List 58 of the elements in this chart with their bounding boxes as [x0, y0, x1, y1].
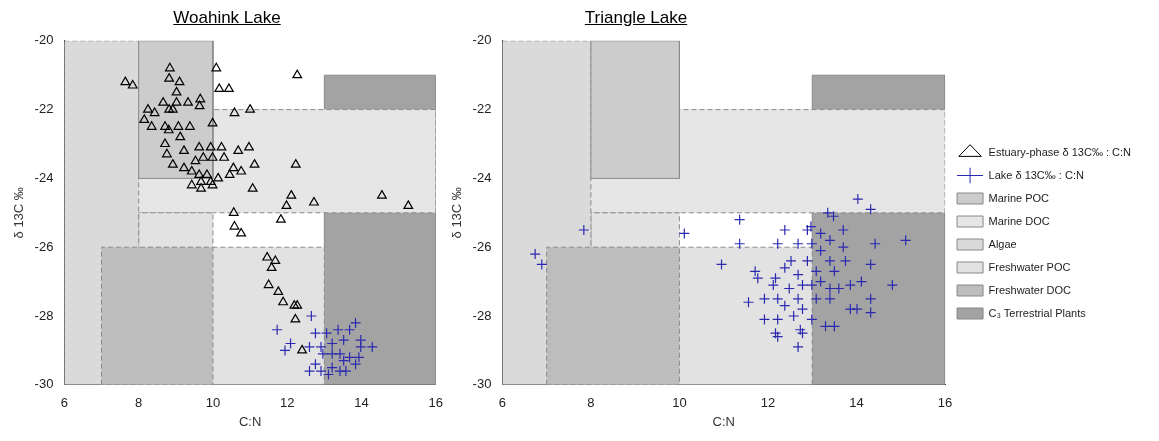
- x-tick-label: 8: [135, 395, 143, 411]
- point: [315, 341, 327, 353]
- y-tick-label: -20: [472, 32, 492, 48]
- legend-label: Algae: [988, 237, 1017, 250]
- y-tick-label: -20: [34, 32, 54, 48]
- y-tick-label: -26: [34, 238, 54, 254]
- point: [340, 365, 352, 377]
- x-tick-label: 14: [354, 395, 369, 411]
- point: [271, 324, 283, 336]
- y-tick-label: -22: [34, 101, 54, 117]
- point: [353, 351, 365, 363]
- y-tick-label: -28: [34, 307, 54, 323]
- y-tick-label: -22: [472, 101, 492, 117]
- point: [317, 348, 329, 360]
- x-tick-label: 12: [279, 395, 295, 411]
- point: [355, 341, 367, 353]
- y-axis-title: δ 13C ‰: [11, 187, 27, 239]
- x-tick-label: 14: [849, 395, 864, 411]
- point: [366, 341, 378, 353]
- legend-label: Freshwater DOC: [988, 283, 1072, 296]
- point: [279, 344, 291, 356]
- x-tick-label: 8: [587, 395, 595, 411]
- point: [303, 341, 316, 353]
- x-axis-title: C:N: [238, 413, 262, 429]
- y-tick-label: -30: [34, 376, 54, 392]
- y-tick-label: -26: [472, 238, 492, 254]
- point: [344, 324, 356, 336]
- chart-title: Triangle Lake: [583, 8, 689, 29]
- y-tick-label: -24: [472, 169, 492, 185]
- point: [303, 365, 316, 377]
- x-tick-label: 12: [760, 395, 776, 411]
- chart-title: Woahink Lake: [172, 8, 282, 29]
- y-tick-label: -24: [34, 169, 54, 185]
- y-axis-title: δ 13C ‰: [449, 187, 465, 239]
- y-tick-label: -30: [472, 376, 492, 392]
- point: [338, 334, 350, 346]
- legend-label: Marine DOC: [988, 214, 1050, 227]
- x-tick-label: 16: [937, 395, 953, 411]
- point: [284, 337, 297, 350]
- point: [326, 348, 338, 360]
- x-tick-label: 10: [672, 395, 687, 411]
- point: [305, 310, 317, 322]
- x-tick-label: 10: [205, 395, 221, 411]
- x-tick-label: 6: [60, 395, 69, 411]
- x-tick-label: 16: [428, 395, 443, 411]
- point: [309, 327, 322, 339]
- point: [332, 324, 344, 336]
- legend-label: Lake δ 13C‰ : C:N: [988, 168, 1084, 181]
- legend-label: C₃ Terrestrial Plants: [988, 306, 1087, 319]
- legend-label: Freshwater POC: [988, 260, 1071, 273]
- point: [349, 317, 362, 329]
- x-axis-title: C:N: [712, 413, 735, 429]
- point: [320, 327, 333, 339]
- legend-label: Marine POC: [988, 191, 1050, 204]
- x-tick-label: 6: [498, 395, 507, 411]
- legend-label: Estuary-phase δ 13C‰ : C:N: [988, 145, 1132, 158]
- y-tick-label: -28: [472, 307, 492, 323]
- point: [326, 337, 338, 350]
